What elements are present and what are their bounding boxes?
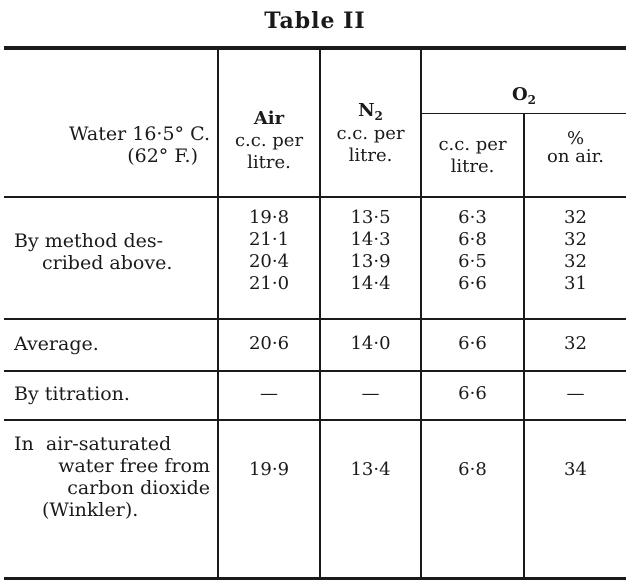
col-rule-1 [217,50,219,577]
average-label: Average. [14,333,99,355]
table-cell: 20·6 [248,333,290,354]
table-cell: — [361,383,380,404]
titration-label: By titration. [14,383,130,405]
bottom-rule [4,577,626,580]
table-cell: 14·3 [350,229,391,250]
header-n2: N2 c.c. per litre. [321,100,420,167]
table-cell: 21·1 [248,229,290,250]
header-o2-pct: % on air. [547,128,604,167]
table-cell: 6·6 [458,383,487,404]
table-title: Table II [264,8,366,34]
col-rule-2 [319,50,321,577]
table-cell: — [566,383,585,404]
header-o2-cc: c.c. per litre. [438,134,507,177]
table-cell: 6·3 [458,207,487,228]
method-n2-values: 13·5 14·3 13·9 14·4 [321,207,420,295]
table-cell: 19·8 [248,207,290,228]
header-air: Air c.c. per litre. [234,108,304,173]
average-rule [4,370,626,372]
winkler-label: In air-saturated water free from carbon … [14,433,210,521]
table-cell: 32 [564,251,587,272]
table-cell: 20·4 [248,251,290,272]
method-o2-pct-values: 32 32 32 31 [525,207,626,295]
table-cell: 13·9 [350,251,391,272]
table-cell: 6·6 [458,273,487,294]
table-cell: 32 [564,333,587,354]
header-o2: O2 [511,84,537,107]
method-rule [4,318,626,320]
method-o2-cc-values: 6·3 6·8 6·5 6·6 [422,207,523,295]
table-cell: 13·4 [350,459,391,480]
table-cell: 32 [564,229,587,250]
table-cell: 14·0 [350,333,391,354]
col-rule-3 [420,50,422,577]
table-cell: 6·5 [458,251,487,272]
table-cell: — [260,383,278,404]
table-cell: 6·8 [458,229,487,250]
table-cell: 21·0 [248,273,290,294]
table-cell: 13·5 [350,207,391,228]
col-rule-4 [523,114,525,577]
table-cell: 14·4 [350,273,391,294]
method-air-values: 19·8 21·1 20·4 21·0 [219,207,319,295]
header-rule [4,196,626,198]
n2-symbol: N2 [358,100,383,123]
table-cell: 19·9 [248,459,290,480]
header-stub: Water 16·5° C. (62° F.) [69,123,210,167]
o2-header-rule [421,113,626,114]
table-cell: 32 [564,207,587,228]
method-label: By method des- cribed above. [14,230,173,274]
top-rule [4,46,626,50]
table-cell: 6·8 [458,459,487,480]
table-cell: 6·6 [458,333,487,354]
table-cell: 31 [564,273,587,294]
table-cell: 34 [564,459,587,480]
titration-rule [4,419,626,421]
